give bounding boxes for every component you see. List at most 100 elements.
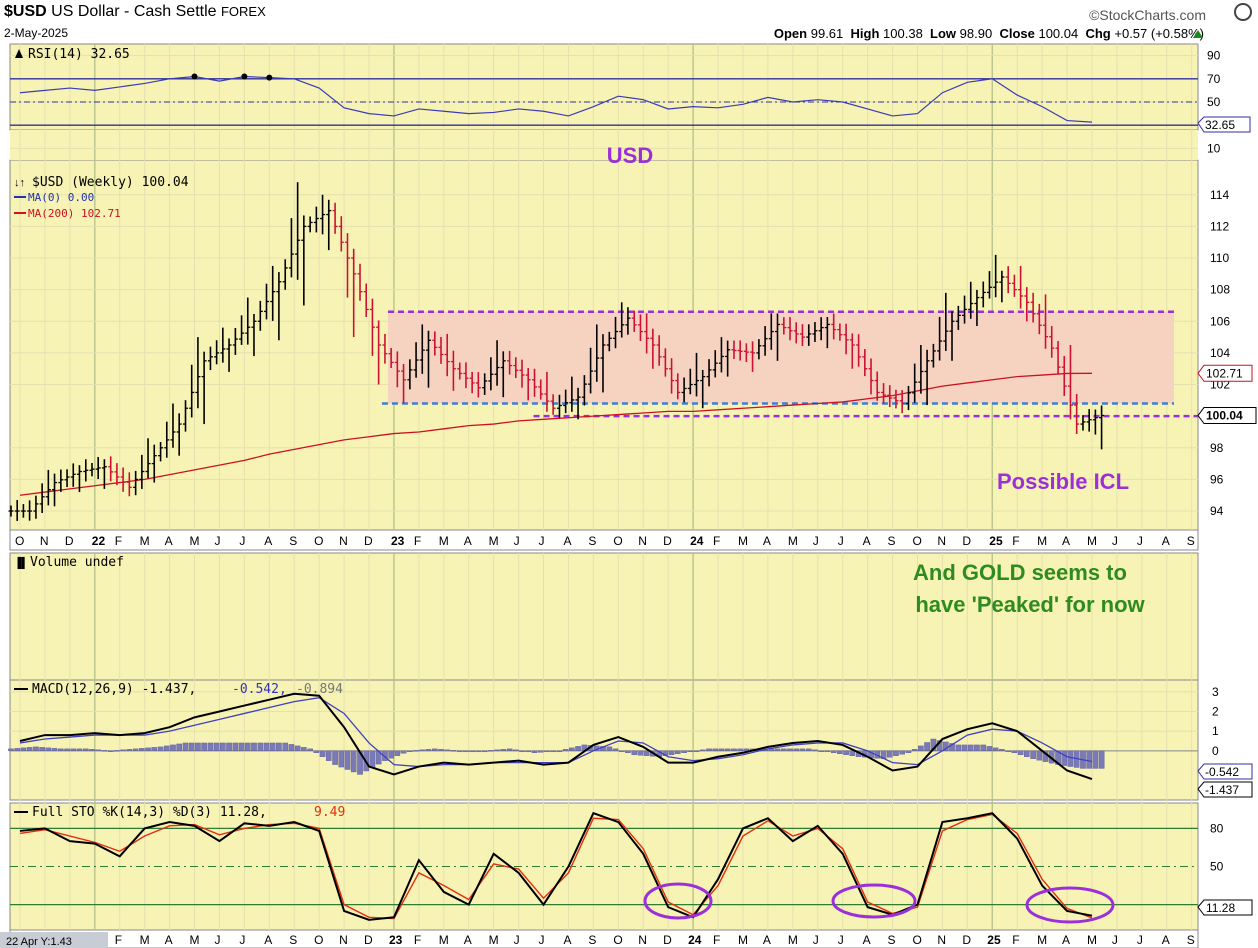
ma200-value-label: 102.71 — [1206, 366, 1243, 380]
macd-hist-bar — [313, 750, 320, 753]
close-label: Close — [999, 26, 1035, 41]
macd-hist-bar — [195, 742, 201, 752]
rsi-value-tag — [1197, 116, 1251, 133]
x-axis-label: 25 — [989, 534, 1003, 548]
macd-hist-bar — [1061, 750, 1068, 766]
x-axis-bottom-label: M — [190, 933, 200, 947]
macd-hist-bar — [382, 750, 388, 761]
x-axis-bottom-label: J — [214, 933, 220, 947]
macd-hist-bar — [569, 747, 575, 752]
macd-hist-bar — [893, 750, 899, 756]
sto-title-main: Full STO %K(14,3) %D(3) 11.28, — [32, 805, 267, 820]
x-axis-bottom-label: F — [713, 933, 720, 947]
x-axis-bottom-label: N — [638, 933, 647, 947]
x-axis-bottom-label: O — [912, 933, 921, 947]
x-axis-label: A — [1162, 534, 1170, 548]
x-axis-label: S — [888, 534, 896, 548]
price-title: $USD (Weekly) 100.04 — [32, 175, 189, 190]
x-axis-bottom-label: M — [1037, 933, 1047, 947]
macd-hist-bar — [33, 746, 39, 752]
macd-hist-bar — [1067, 750, 1074, 767]
sto-oversold-circle — [831, 883, 917, 919]
x-axis-bottom-label: J — [239, 933, 245, 947]
macd-hist-bar — [244, 742, 251, 752]
x-axis-bottom-label: A — [264, 933, 272, 947]
x-axis-label: J — [214, 534, 220, 548]
macd-hist-bar — [14, 748, 21, 752]
macd-hist-bar — [207, 742, 214, 752]
macd-hist-bar — [731, 748, 737, 752]
rsi-title: RSI(14) 32.65 — [28, 47, 130, 62]
macd-hist-bar — [157, 746, 164, 752]
macd-hist-bar — [494, 749, 500, 752]
macd-hist-bar — [114, 750, 120, 752]
open-value: 99.61 — [810, 26, 844, 41]
macd-hist-bar — [76, 748, 83, 752]
x-axis-label: J — [1112, 534, 1118, 548]
macd-tick-label: 1 — [1212, 724, 1219, 738]
sto-title-d: 9.49 — [314, 805, 345, 820]
rsi-tick-label: 70 — [1207, 72, 1221, 86]
price-tick-label: 98 — [1210, 441, 1224, 455]
macd-hist-bar — [986, 746, 993, 752]
macd-hist-bar — [918, 745, 924, 752]
macd-hist-bar — [139, 748, 145, 752]
macd-hist-bar — [400, 750, 407, 754]
macd-hist-bar — [924, 742, 930, 752]
x-axis-bottom-label: A — [863, 933, 871, 947]
annotation-gold-line2: have 'Peaked' for now — [915, 592, 1145, 617]
rsi-overbought-mark — [241, 73, 248, 80]
macd-hist-bar — [444, 749, 451, 752]
x-axis-bottom-label: F — [414, 933, 421, 947]
macd-hist-bar — [257, 742, 264, 752]
chg-value: +0.57 (+0.58%) — [1114, 26, 1204, 41]
macd-hist-bar — [407, 750, 413, 753]
x-axis-label: M — [1037, 534, 1047, 548]
chg-label: Chg — [1085, 26, 1111, 41]
macd-hist-bar — [955, 744, 962, 752]
macd-hist-bar — [226, 742, 232, 752]
x-axis-label: N — [40, 534, 49, 548]
macd-hist-bar — [51, 748, 58, 752]
rsi-overbought-mark — [191, 73, 198, 80]
macd-hist-bar — [787, 748, 793, 752]
macd-hist-bar — [263, 742, 270, 752]
ohlc-readout: Open 99.61 High 100.38 Low 98.90 Close 1… — [774, 26, 1204, 41]
macd-hist-bar — [432, 748, 438, 752]
macd-hist-bar — [886, 750, 893, 758]
macd-hist-bar — [276, 742, 282, 752]
macd-tick-label: 2 — [1212, 704, 1219, 718]
close-value-label: 100.04 — [1206, 409, 1243, 423]
x-axis-label: O — [314, 534, 323, 548]
macd-hist-bar — [980, 744, 987, 752]
macd-hist-bar — [631, 750, 638, 755]
macd-hist-bar — [606, 746, 613, 752]
macd-hist-bar — [911, 749, 918, 752]
annotation-icl: Possible ICL — [997, 469, 1129, 494]
macd-hist-bar — [220, 742, 226, 752]
panel-vol — [9, 552, 1199, 681]
x-axis-label: O — [15, 534, 24, 548]
macd-hist-bar — [519, 750, 525, 753]
macd-hist-bar — [282, 742, 289, 752]
x-axis-bottom-label: A — [1162, 933, 1170, 947]
x-axis-bottom-label: J — [838, 933, 844, 947]
x-axis-bottom-label: F — [1012, 933, 1019, 947]
x-axis-band-bottom — [9, 929, 1199, 948]
macd-hist-bar — [132, 748, 139, 752]
x-axis-bottom-label: M — [788, 933, 798, 947]
x-axis-band — [9, 529, 1199, 551]
macd-hist-bar — [182, 742, 189, 752]
macd-hist-bar — [799, 748, 806, 752]
x-axis-label: F — [713, 534, 720, 548]
macd-line — [19, 692, 1093, 781]
panel-macd — [9, 679, 1199, 801]
macd-hist-bar — [89, 749, 95, 752]
macd-hist-bar — [1036, 750, 1043, 761]
macd-hist-bar — [64, 748, 70, 752]
price-tick-label: 104 — [1210, 346, 1230, 360]
close-icon[interactable] — [1234, 3, 1252, 21]
macd-hist-bar — [612, 748, 619, 752]
macd-value-label: -1.437 — [1205, 783, 1239, 797]
